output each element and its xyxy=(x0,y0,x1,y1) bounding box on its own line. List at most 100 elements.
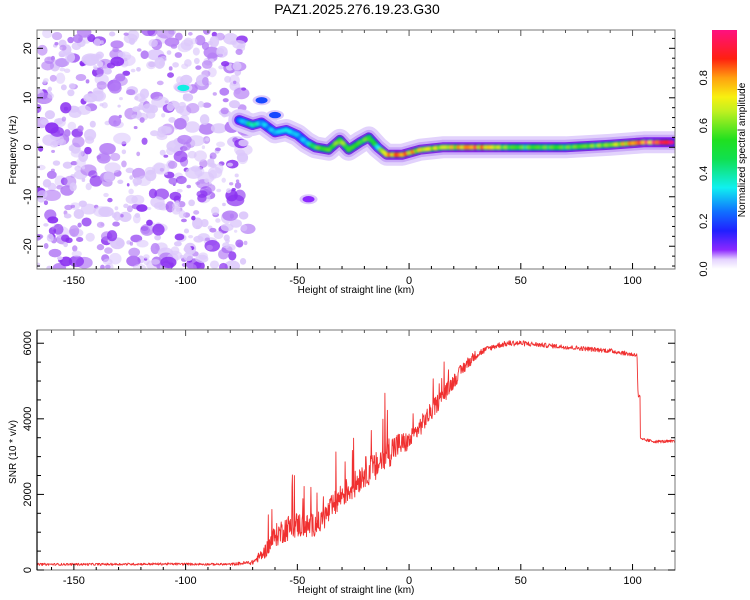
noise-blob xyxy=(62,161,73,169)
noise-blob xyxy=(60,84,67,91)
noise-blob xyxy=(160,256,177,268)
noise-blob xyxy=(167,72,174,78)
noise-blob xyxy=(206,244,213,251)
noise-blob xyxy=(71,42,82,51)
spectrogram-x-axis-label: Height of straight line (km) xyxy=(298,285,415,296)
noise-blob xyxy=(37,190,48,199)
spectrogram-x-axis: -150 -100 -50 0 50 100 xyxy=(51,30,656,287)
noise-blob xyxy=(37,142,40,147)
noise-blob xyxy=(126,89,136,96)
noise-blob xyxy=(67,36,75,44)
noise-blob xyxy=(243,240,248,246)
noise-blob xyxy=(152,223,165,236)
noise-blob xyxy=(55,72,66,84)
noise-blob xyxy=(215,218,221,223)
noise-blob xyxy=(223,234,230,242)
noise-blob xyxy=(85,232,95,242)
noise-blob xyxy=(209,35,220,48)
snr-ytick-label: 6000 xyxy=(22,331,34,355)
spectrogram-ytick-label: -10 xyxy=(22,189,34,205)
snr-xtick-label: 50 xyxy=(515,575,527,587)
noise-blob xyxy=(108,31,116,37)
noise-blob xyxy=(233,80,237,85)
colorbar-gradient xyxy=(712,30,737,269)
noise-blob xyxy=(46,265,53,269)
noise-blob xyxy=(209,227,217,233)
noise-blob xyxy=(85,79,90,84)
noise-blob xyxy=(103,192,109,198)
noise-blob xyxy=(130,68,136,73)
noise-blob xyxy=(126,255,141,267)
noise-blob xyxy=(110,40,124,49)
noise-blob xyxy=(239,257,247,265)
noise-blob xyxy=(141,30,156,37)
noise-blob xyxy=(220,107,229,115)
noise-blob xyxy=(48,248,62,258)
noise-blob xyxy=(126,205,133,213)
noise-blob xyxy=(79,62,85,67)
noise-blob xyxy=(150,259,160,265)
colorbar-tick-label: 0.8 xyxy=(698,70,710,85)
noise-blob xyxy=(168,117,176,123)
noise-blob xyxy=(122,70,131,76)
noise-blob xyxy=(156,30,175,39)
noise-blob xyxy=(52,160,61,166)
spectrogram-frame xyxy=(36,29,676,270)
noise-blob xyxy=(136,239,149,248)
noise-blob xyxy=(72,136,85,148)
noise-blob xyxy=(64,204,73,211)
noise-blob xyxy=(191,215,196,221)
noise-blob xyxy=(220,223,234,232)
snr-panel: -150 -100 -50 0 50 100 0 2000 4000 6000 Height o… xyxy=(8,329,676,596)
noise-blob xyxy=(57,256,63,261)
noise-blob xyxy=(93,206,111,218)
snr-xtick-label: -100 xyxy=(175,575,197,587)
spectrogram-y-axis: -20 -10 0 10 20 xyxy=(22,37,675,267)
noise-blob xyxy=(150,92,160,100)
noise-blob xyxy=(150,242,160,255)
ridge-marks xyxy=(236,117,675,158)
spectrogram-xtick-label: 50 xyxy=(515,275,527,287)
noise-blob xyxy=(117,179,124,184)
noise-blob xyxy=(186,103,200,114)
noise-blob xyxy=(167,160,178,169)
noise-blob xyxy=(104,162,121,173)
noise-blob xyxy=(238,139,249,147)
snr-plot-area xyxy=(37,340,675,566)
noise-blob xyxy=(100,264,105,269)
noise-blob xyxy=(184,121,200,133)
noise-blob xyxy=(188,199,196,207)
noise-blob xyxy=(159,55,168,63)
noise-blob xyxy=(240,224,248,232)
ridge-mark xyxy=(325,147,332,153)
noise-blob xyxy=(93,66,98,71)
noise-blob xyxy=(89,120,96,128)
noise-blob xyxy=(166,50,172,55)
noise-blob xyxy=(153,202,167,210)
noise-blob xyxy=(51,31,63,41)
noise-blob xyxy=(37,103,42,113)
noise-blob xyxy=(139,117,145,123)
noise-blob xyxy=(146,61,157,70)
noise-blob xyxy=(193,150,207,162)
noise-blob xyxy=(50,168,55,173)
noise-blob xyxy=(188,31,193,36)
colorbar-tick-label: 0.2 xyxy=(698,214,710,229)
noise-blob xyxy=(115,73,126,82)
noise-blob xyxy=(81,177,86,183)
noise-blob xyxy=(216,47,225,55)
noise-blob xyxy=(83,93,98,103)
noise-blob xyxy=(51,149,56,153)
noise-blob xyxy=(72,245,78,252)
noise-blob xyxy=(58,50,67,58)
noise-blob xyxy=(183,252,194,262)
noise-blob xyxy=(195,254,209,263)
noise-blob xyxy=(104,247,113,254)
noise-blob xyxy=(228,251,237,261)
snr-xtick-label: -50 xyxy=(289,575,305,587)
noise-blob xyxy=(68,83,76,89)
noise-blob xyxy=(108,82,122,94)
noise-blob xyxy=(76,237,84,243)
signal-blob xyxy=(255,97,268,104)
noise-blob xyxy=(74,165,82,172)
